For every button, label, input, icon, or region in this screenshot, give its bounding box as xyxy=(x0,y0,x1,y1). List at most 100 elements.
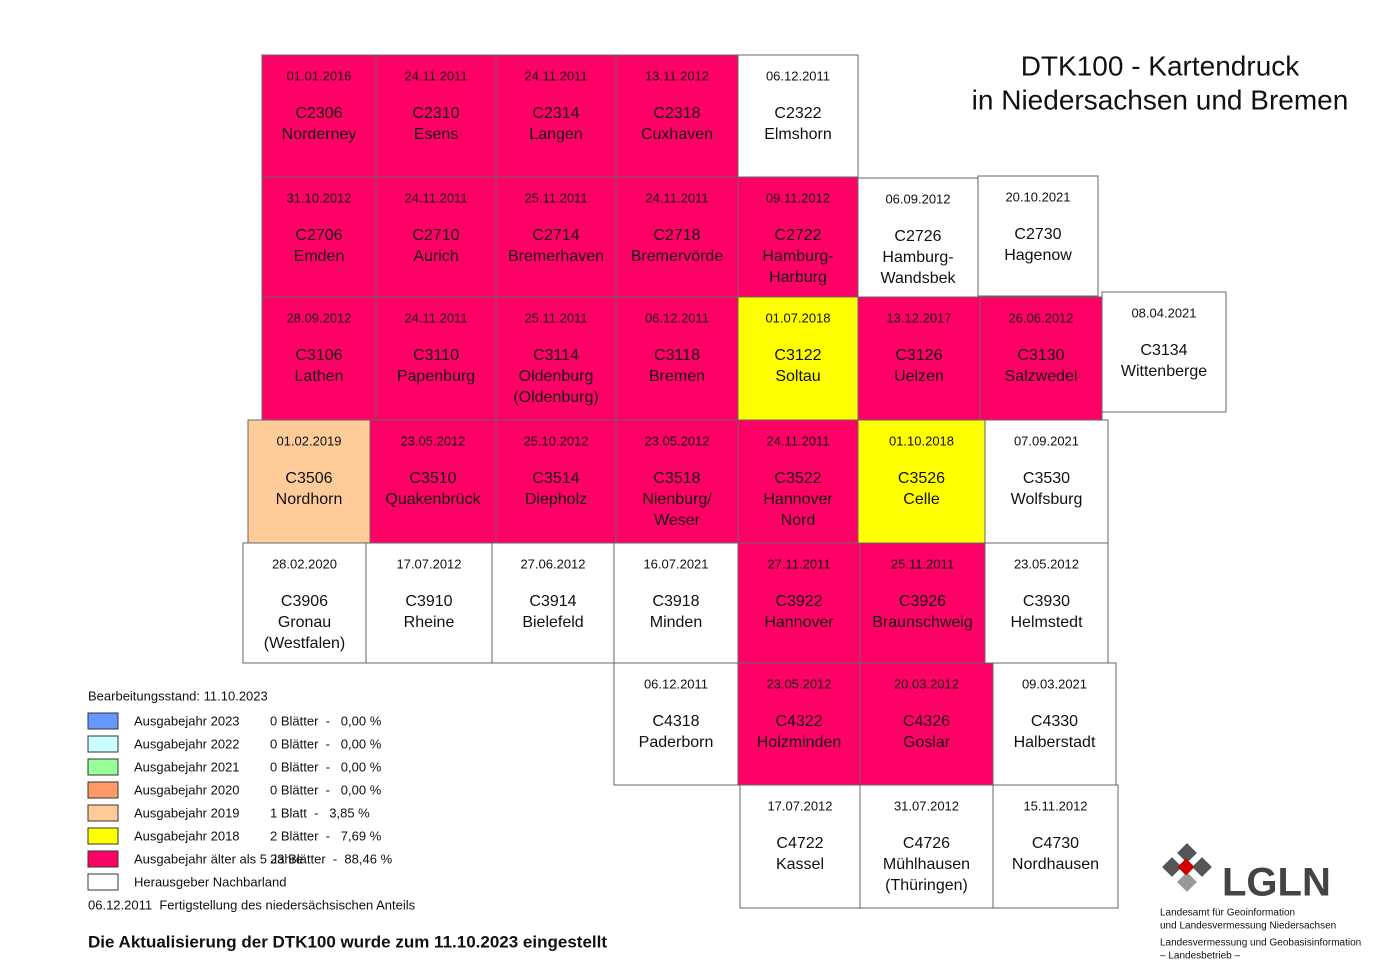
tile-date: 08.04.2021 xyxy=(1131,305,1196,320)
legend-note: 06.12.2011 Fertigstellung des niedersäch… xyxy=(88,897,416,912)
tile-name: Salzwedel xyxy=(1005,368,1078,385)
tile-name: Bremervörde xyxy=(631,248,724,265)
tile-name: Uelzen xyxy=(894,368,944,385)
tile-name: Soltau xyxy=(775,368,820,385)
tile-name: Hamburg- xyxy=(762,248,833,265)
map-tile xyxy=(365,542,493,664)
tile-name: Langen xyxy=(529,126,582,143)
tile-date: 24.11.2011 xyxy=(404,68,467,83)
tile-date: 01.02.2019 xyxy=(276,433,341,448)
tile-code: C3930 xyxy=(1023,593,1070,610)
legend-stats: 1 Blatt - 3,85 % xyxy=(270,805,370,820)
tile-date: 06.12.2011 xyxy=(766,68,830,83)
tile-date: 23.05.2012 xyxy=(644,433,709,448)
tile-date: 17.07.2012 xyxy=(396,556,461,571)
map-tile xyxy=(1101,291,1227,413)
map-tile xyxy=(857,177,979,299)
map-tile xyxy=(857,296,981,421)
tile-code: C3510 xyxy=(409,470,456,487)
tile-code: C3506 xyxy=(285,470,332,487)
tile-date: 24.11.2011 xyxy=(404,190,467,205)
legend-heading: Bearbeitungsstand: 11.10.2023 xyxy=(88,688,268,703)
title: in Niedersachsen und Bremen xyxy=(972,84,1349,115)
legend-stats: 2 Blätter - 7,69 % xyxy=(270,828,382,843)
tile-name: Halberstadt xyxy=(1014,734,1096,751)
map-tile xyxy=(984,542,1109,664)
legend-stats: 0 Blätter - 0,00 % xyxy=(270,782,382,797)
tile-name: Kassel xyxy=(776,856,824,873)
tile-code: C2314 xyxy=(532,105,579,122)
tile-code: C2310 xyxy=(412,105,459,122)
map-tile xyxy=(261,54,377,178)
map-tile xyxy=(375,296,497,421)
legend-swatch xyxy=(87,873,119,891)
tile-name: Wittenberge xyxy=(1121,363,1207,380)
map-tile xyxy=(613,662,739,786)
map-tile xyxy=(737,542,861,664)
map-tile xyxy=(615,54,739,178)
tile-name: Minden xyxy=(650,614,702,631)
footer: Die Aktualisierung der DTK100 wurde zum … xyxy=(88,932,607,951)
legend-label: Ausgabejahr 2022 xyxy=(134,736,240,751)
tile-date: 07.09.2021 xyxy=(1014,433,1079,448)
map-tile xyxy=(737,419,859,544)
tile-name: Quakenbrück xyxy=(385,491,481,508)
legend-stats: 0 Blätter - 0,00 % xyxy=(270,736,382,751)
tile-code: C3118 xyxy=(654,347,700,364)
tile-code: C2730 xyxy=(1014,226,1061,243)
tile-name: (Westfalen) xyxy=(264,635,346,652)
logo-name: LGLN xyxy=(1222,861,1331,905)
legend-label: Ausgabejahr älter als 5 Jahre xyxy=(134,851,303,866)
tile-code: C2706 xyxy=(295,227,342,244)
tile-date: 24.11.2011 xyxy=(766,433,829,448)
tile-date: 20.03.2012 xyxy=(894,676,959,691)
tile-code: C4330 xyxy=(1031,713,1078,730)
map-tile xyxy=(615,419,739,544)
tile-date: 25.11.2011 xyxy=(524,310,587,325)
tile-code: C3518 xyxy=(653,470,700,487)
tile-code: C4322 xyxy=(775,713,822,730)
tile-code: C3130 xyxy=(1017,347,1064,364)
map-tile xyxy=(737,176,859,298)
tile-code: C4318 xyxy=(652,713,699,730)
tile-name: Mühlhausen xyxy=(883,856,970,873)
tile-code: C2318 xyxy=(653,105,700,122)
tile-date: 28.09.2012 xyxy=(286,310,351,325)
tile-name: Bremen xyxy=(649,368,705,385)
tile-date: 31.10.2012 xyxy=(286,190,351,205)
map-tile xyxy=(261,176,377,298)
legend-label: Herausgeber Nachbarland xyxy=(134,874,286,889)
legend-swatch xyxy=(87,850,119,868)
tile-name: Hagenow xyxy=(1004,247,1072,264)
map-tile xyxy=(859,784,994,909)
tile-date: 25.11.2011 xyxy=(524,190,587,205)
legend-stats: 23 Blätter - 88,46 % xyxy=(270,851,393,866)
tile-code: C3922 xyxy=(775,593,822,610)
tile-date: 06.12.2011 xyxy=(645,310,709,325)
tile-name: Esens xyxy=(414,126,458,143)
tile-date: 16.07.2021 xyxy=(643,556,708,571)
legend-swatch xyxy=(87,781,119,799)
legend-label: Ausgabejahr 2021 xyxy=(134,759,240,774)
tile-code: C3106 xyxy=(295,347,342,364)
tile-date: 01.07.2018 xyxy=(765,310,830,325)
logo-line: Landesamt für Geoinformation xyxy=(1160,908,1295,919)
tile-date: 06.12.2011 xyxy=(644,676,708,691)
tile-name: Bielefeld xyxy=(522,614,583,631)
map-tile xyxy=(615,296,739,421)
tile-name: Wandsbek xyxy=(881,270,957,287)
tile-code: C2306 xyxy=(295,105,342,122)
tile-name: Elmshorn xyxy=(764,126,832,143)
tile-code: C2714 xyxy=(532,227,579,244)
legend-swatch xyxy=(87,827,119,845)
map-tile xyxy=(737,296,859,421)
tile-name: Weser xyxy=(654,512,701,529)
map-tile xyxy=(375,176,497,298)
tile-date: 17.07.2012 xyxy=(767,798,832,813)
tile-name: Hannover xyxy=(764,614,834,631)
legend-label: Ausgabejahr 2020 xyxy=(134,782,240,797)
tile-code: C2726 xyxy=(894,228,941,245)
tile-date: 23.05.2012 xyxy=(766,676,831,691)
